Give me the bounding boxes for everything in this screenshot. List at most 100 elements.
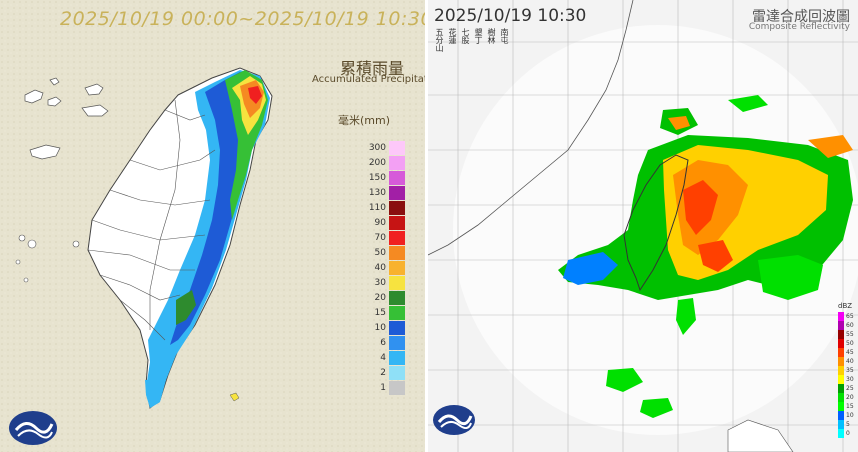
dbz-color-scale: 65 60 55 50 45 40 35 30 25 20 15 10 5 0 (838, 312, 858, 438)
dbz-scale-swatch (838, 393, 844, 402)
dbz-scale-step: 25 (838, 384, 858, 393)
dbz-scale-swatch (838, 420, 844, 429)
rainfall-scale-label: 6 (380, 337, 386, 348)
dbz-scale-swatch (838, 402, 844, 411)
dbz-scale-swatch (838, 357, 844, 366)
rainfall-scale-label: 40 (374, 262, 386, 273)
rainfall-scale-label: 90 (374, 217, 386, 228)
dbz-scale-swatch (838, 330, 844, 339)
dbz-scale-swatch (838, 384, 844, 393)
dbz-scale-label: 65 (846, 313, 854, 320)
rainfall-scale-step: 1 (364, 380, 405, 395)
dbz-scale-step: 55 (838, 330, 858, 339)
dbz-scale-step: 35 (838, 366, 858, 375)
radar-title-zh: 雷達合成回波圖 (752, 9, 850, 25)
dbz-scale-swatch (838, 321, 844, 330)
dbz-scale-step: 10 (838, 411, 858, 420)
legend-unit: 毫米(mm) (338, 114, 391, 127)
dbz-scale-swatch (838, 375, 844, 384)
dbz-scale-label: 5 (846, 421, 850, 428)
rainfall-scale-swatch (389, 335, 405, 350)
rainfall-scale-step: 110 (364, 200, 405, 215)
rainfall-color-scale: 300 200 150 130 110 90 70 50 40 30 20 15 10 6 4 2 1 (364, 140, 405, 395)
dbz-scale-label: 25 (846, 385, 854, 392)
rainfall-scale-swatch (389, 275, 405, 290)
radar-station: 七股 (461, 28, 470, 44)
dbz-scale-label: 40 (846, 358, 854, 365)
radar-station: 南屯 (500, 28, 509, 44)
radar-station: 墾丁 (474, 28, 483, 44)
dbz-scale-swatch (838, 339, 844, 348)
dbz-scale-label: 30 (846, 376, 854, 383)
radar-station: 五分山 (435, 28, 444, 52)
rainfall-scale-swatch (389, 200, 405, 215)
dbz-scale-label: 60 (846, 322, 854, 329)
rainfall-scale-label: 110 (368, 202, 386, 213)
rainfall-scale-step: 50 (364, 245, 405, 260)
dbz-scale-step: 50 (838, 339, 858, 348)
rainfall-scale-swatch (389, 305, 405, 320)
radar-time: 2025/10/19 10:30 (434, 6, 587, 26)
rainfall-scale-step: 10 (364, 320, 405, 335)
dbz-scale-step: 20 (838, 393, 858, 402)
rainfall-scale-label: 30 (374, 277, 386, 288)
rainfall-scale-swatch (389, 185, 405, 200)
dbz-scale-label: 10 (846, 412, 854, 419)
rainfall-scale-swatch (389, 155, 405, 170)
rainfall-scale-step: 300 (364, 140, 405, 155)
rainfall-scale-step: 40 (364, 260, 405, 275)
rainfall-scale-label: 2 (380, 367, 386, 378)
radar-station: 樹林 (487, 28, 496, 44)
rainfall-scale-swatch (389, 260, 405, 275)
dbz-scale-label: 35 (846, 367, 854, 374)
dbz-scale-step: 15 (838, 402, 858, 411)
rainfall-scale-swatch (389, 290, 405, 305)
rainfall-scale-swatch (389, 245, 405, 260)
rainfall-scale-swatch (389, 365, 405, 380)
green-island (229, 392, 240, 402)
small-islands (15, 234, 80, 283)
accumulated-rainfall-panel: 2025/10/19 00:00~2025/10/19 10:30 累積雨量 A… (0, 0, 425, 452)
rainfall-scale-label: 20 (374, 292, 386, 303)
rainfall-map (0, 0, 425, 452)
rainfall-scale-step: 200 (364, 155, 405, 170)
rainfall-scale-swatch (389, 350, 405, 365)
rainfall-scale-swatch (389, 230, 405, 245)
dbz-scale-swatch (838, 366, 844, 375)
dbz-scale-step: 0 (838, 429, 858, 438)
rainfall-scale-step: 6 (364, 335, 405, 350)
radar-title-en: Composite Reflectivity (748, 22, 850, 32)
dbz-scale-step: 5 (838, 420, 858, 429)
radar-station: 花蓮 (448, 28, 457, 44)
rainfall-time-range: 2025/10/19 00:00~2025/10/19 10:30 (60, 8, 425, 30)
luzon-coastline (727, 419, 794, 452)
mainland-coastline (428, 0, 634, 256)
dbz-scale-label: 45 (846, 349, 854, 356)
rainfall-scale-swatch (389, 215, 405, 230)
rainfall-scale-label: 150 (368, 172, 386, 183)
rainfall-scale-step: 70 (364, 230, 405, 245)
dbz-scale-swatch (838, 348, 844, 357)
dbz-scale-step: 30 (838, 375, 858, 384)
radar-map (428, 0, 858, 452)
rainfall-scale-step: 4 (364, 350, 405, 365)
dbz-scale-label: 0 (846, 430, 850, 437)
rainfall-scale-label: 10 (374, 322, 386, 333)
legend-title-zh: 累積雨量 (340, 59, 405, 78)
rainfall-scale-label: 200 (368, 157, 386, 168)
rainfall-scale-step: 20 (364, 290, 405, 305)
rainfall-scale-swatch (389, 320, 405, 335)
rainfall-scale-label: 70 (374, 232, 386, 243)
cwa-logo-icon (9, 411, 57, 445)
cwa-logo-icon-right (433, 405, 475, 435)
dbz-scale-swatch (838, 411, 844, 420)
rainfall-scale-label: 130 (368, 187, 386, 198)
taiwan-outline (623, 154, 689, 292)
rainfall-scale-step: 150 (364, 170, 405, 185)
dbz-scale-swatch (838, 429, 844, 438)
dbz-scale-label: 20 (846, 394, 854, 401)
dbz-scale-step: 40 (838, 357, 858, 366)
rainfall-scale-swatch (389, 170, 405, 185)
dbz-unit: dBZ (838, 302, 853, 310)
rainfall-scale-step: 130 (364, 185, 405, 200)
